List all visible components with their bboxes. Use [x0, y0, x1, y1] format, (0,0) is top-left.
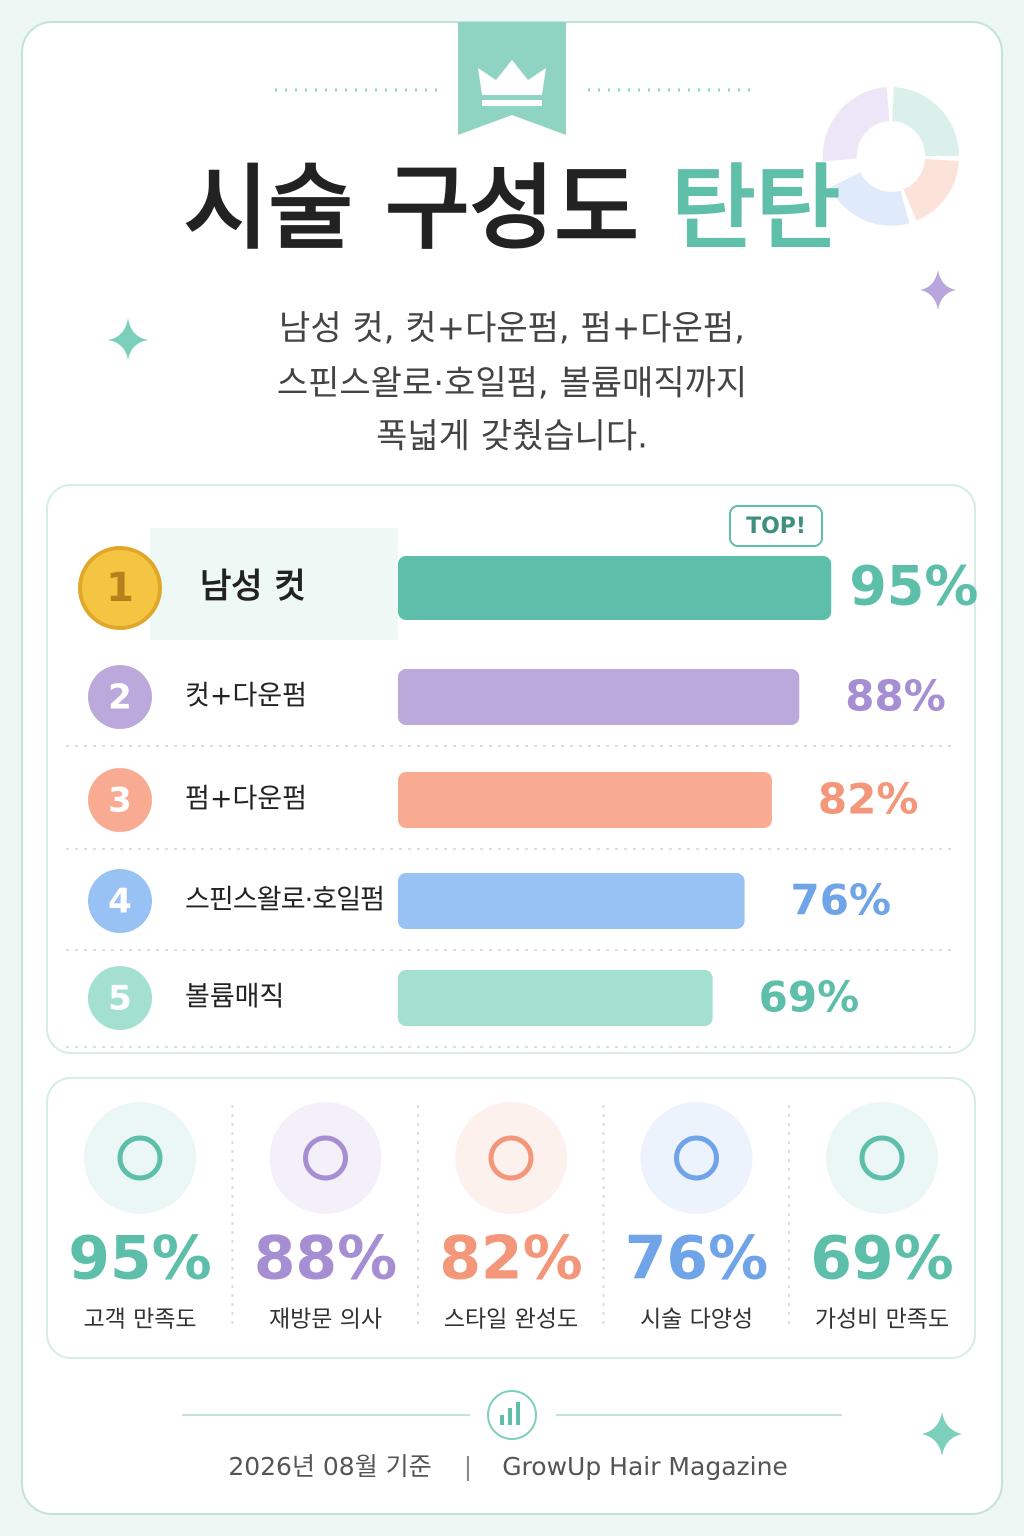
- stat-icon-bg: [640, 1102, 753, 1214]
- callout: [729, 505, 823, 547]
- rank-badge: [88, 768, 152, 832]
- rank-badge: [88, 966, 152, 1030]
- stat-icon-bg: [826, 1102, 938, 1214]
- subtitle: 남성 컷, 컷+다운펌, 펌+다운펌,: [279, 309, 745, 349]
- stat-icon-bg: [269, 1102, 382, 1214]
- stat-value: 95%: [68, 1224, 212, 1294]
- stat-icon: [674, 1135, 719, 1181]
- stat-label: 시술 다양성: [640, 1307, 753, 1333]
- stats: 95% 고객 만족도 88% 재방문 의사 82% 스타일 완성도 76% 시술 다양성 69%…: [68, 1102, 954, 1333]
- footer-icon-bars: [500, 1402, 520, 1425]
- donut-deco: [822, 87, 960, 226]
- bar-chart: 1 남성 컷 95% 2 컷+다운펌 88% 3 펌+다운펌 82% 4 스핀스왈로·호일펌 76% 5…: [66, 546, 978, 1048]
- stat-icon: [117, 1135, 163, 1181]
- top-row-highlight: [150, 528, 398, 640]
- subtitle: 스핀스왈로·호일펌, 볼륨매직까지: [277, 364, 747, 404]
- rank: 2: [108, 678, 132, 718]
- bar: [398, 556, 832, 620]
- crown-icon: [478, 60, 546, 106]
- stat-icon-bg: [84, 1102, 196, 1214]
- value-label: 82%: [818, 775, 919, 824]
- sparkle: [920, 270, 956, 310]
- stat-label: 재방문 의사: [269, 1307, 382, 1333]
- value-label: 69%: [759, 973, 860, 1022]
- stats-panel: [46, 1077, 976, 1359]
- value-label: 76%: [791, 876, 892, 925]
- stat-label: 고객 만족도: [83, 1307, 196, 1333]
- rank: 3: [108, 781, 132, 821]
- stat-label: 가성비 만족도: [815, 1307, 949, 1333]
- footer-date: 2026년 08월 기준: [228, 1452, 431, 1481]
- stat-value: 76%: [625, 1224, 769, 1294]
- stat-value: 88%: [254, 1224, 398, 1294]
- footer-sep: |: [464, 1452, 472, 1481]
- rank-badge: [78, 546, 162, 630]
- stat-icon: [303, 1135, 348, 1181]
- rank-badge: [88, 665, 152, 729]
- annotation: TOP!: [746, 514, 806, 539]
- stat-icon: [859, 1135, 905, 1181]
- rank: 4: [108, 882, 132, 922]
- rank: 1: [106, 565, 134, 611]
- bar: [398, 873, 745, 929]
- rank: 5: [108, 979, 132, 1019]
- title: 시술 구성도 탄탄: [184, 155, 841, 262]
- category-label: 남성 컷: [200, 567, 306, 607]
- subtitle: 폭넓게 갖췄습니다.: [376, 417, 648, 457]
- category-label: 스핀스왈로·호일펌: [185, 885, 385, 916]
- bar: [398, 669, 800, 725]
- category-label: 볼륨매직: [185, 982, 284, 1013]
- stat-value: 82%: [439, 1224, 583, 1294]
- title-main: 시술 구성도: [184, 155, 639, 262]
- title-accent: 탄탄: [671, 155, 840, 262]
- bar: [398, 772, 772, 828]
- category-label: 펌+다운펌: [185, 784, 307, 815]
- stat-icon: [488, 1135, 534, 1181]
- sparkle: [922, 1412, 962, 1456]
- stat-value: 69%: [810, 1224, 954, 1294]
- bar: [398, 970, 713, 1026]
- category-label: 컷+다운펌: [185, 681, 307, 712]
- value-label: 88%: [845, 672, 946, 721]
- sparkle: [108, 318, 148, 360]
- footer-source: GrowUp Hair Magazine: [502, 1452, 788, 1481]
- stat-icon-bg: [455, 1102, 567, 1214]
- stat-label: 스타일 완성도: [444, 1307, 578, 1333]
- rank-badge: [88, 869, 152, 933]
- value-label: 95%: [849, 555, 978, 618]
